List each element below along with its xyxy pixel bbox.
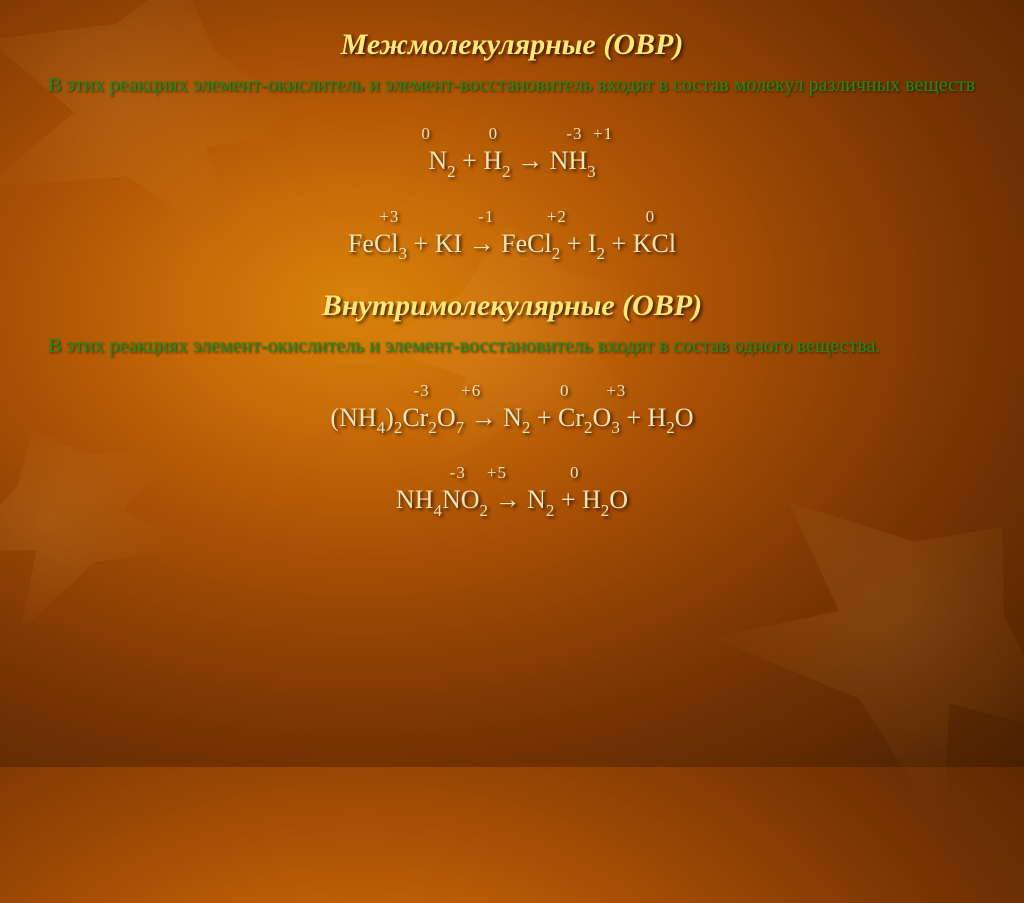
equation-2: +3 -1 +2 0 FeCl3 + KI → FeCl2 + I2 + KCl — [48, 207, 976, 263]
oxidation-states-1: 0 0 -3 +1 — [48, 124, 976, 144]
equation-1-formula: N2 + H2 → NH3 — [48, 146, 976, 180]
oxidation-states-3: -3 +6 0 +3 — [48, 381, 976, 401]
section2-title: Внутримолекулярные (ОВР) — [48, 289, 976, 323]
slide-content: Межмолекулярные (ОВР) В этих реакциях эл… — [0, 0, 1024, 767]
equation-2-formula: FeCl3 + KI → FeCl2 + I2 + KCl — [48, 229, 976, 263]
oxidation-states-2: +3 -1 +2 0 — [48, 207, 976, 227]
equation-3-formula: (NH4)2Cr2O7 → N2 + Cr2O3 + H2O — [48, 403, 976, 437]
section2-description: В этих реакциях элемент-окислитель и эле… — [48, 333, 976, 359]
section1-description: В этих реакциях элемент-окислитель и эле… — [48, 72, 976, 98]
oxidation-states-4: -3 +5 0 — [48, 463, 976, 483]
equation-1: 0 0 -3 +1 N2 + H2 → NH3 — [48, 124, 976, 180]
equation-3: -3 +6 0 +3 (NH4)2Cr2O7 → N2 + Cr2O3 + H2… — [48, 381, 976, 437]
equation-4: -3 +5 0 NH4NO2 → N2 + H2O — [48, 463, 976, 519]
section1-title: Межмолекулярные (ОВР) — [48, 28, 976, 62]
equation-4-formula: NH4NO2 → N2 + H2O — [48, 485, 976, 519]
